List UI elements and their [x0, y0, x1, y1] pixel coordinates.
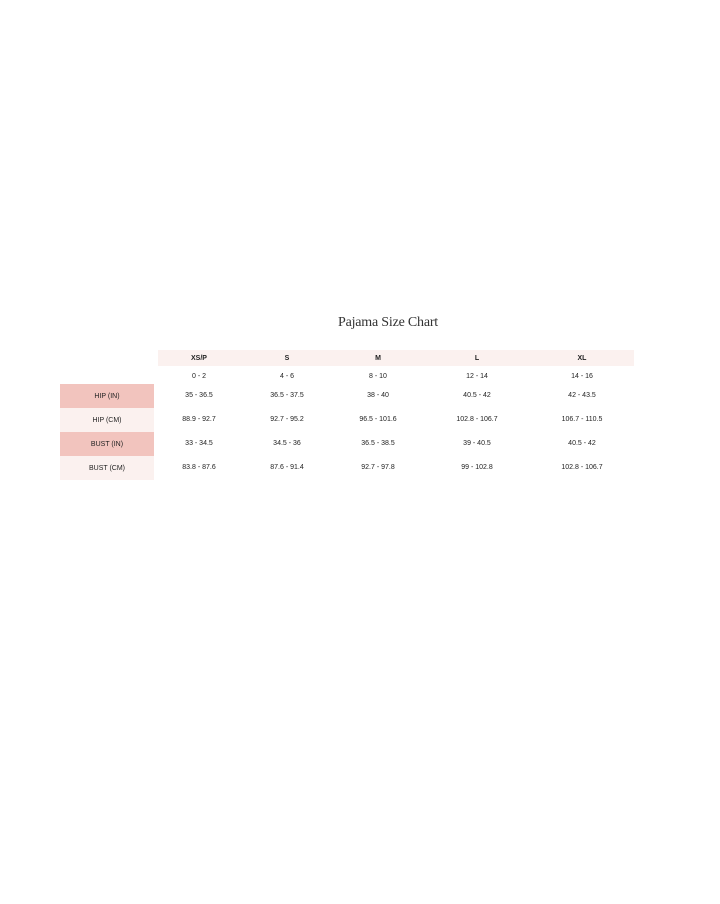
measurement-cell: 36.5 - 38.5 [361, 440, 395, 447]
measurement-cell: 92.7 - 95.2 [270, 416, 304, 423]
numeric-size: 8 - 10 [369, 373, 387, 380]
page-title: Pajama Size Chart [337, 315, 438, 330]
measurement-cell: 92.7 - 97.8 [361, 464, 395, 471]
measurement-cell: 99 - 102.8 [461, 464, 493, 471]
measurement-cell: 40.5 - 42 [463, 392, 491, 399]
size-header: M [375, 355, 381, 362]
measurement-cell: 96.5 - 101.6 [359, 416, 397, 423]
row-label: HIP (IN) [60, 384, 154, 408]
row-label: HIP (CM) [60, 408, 154, 432]
measurement-cell: 106.7 - 110.5 [561, 416, 603, 423]
measurement-cell: 87.6 - 91.4 [270, 464, 304, 471]
numeric-size: 4 - 6 [279, 373, 294, 380]
measurement-cell: 38 - 40 [367, 392, 389, 399]
measurement-cell: 83.8 - 87.6 [182, 464, 216, 471]
numeric-size: 12 - 14 [466, 373, 488, 380]
size-header: L [474, 355, 480, 362]
size-header-row [158, 350, 634, 366]
measurement-cell: 35 - 36.5 [185, 392, 213, 399]
measurement-cell: 34.5 - 36 [273, 440, 301, 447]
measurement-cell: 88.9 - 92.7 [182, 416, 216, 423]
measurement-cell: 102.8 - 106.7 [561, 464, 603, 471]
numeric-size: 0 - 2 [191, 373, 206, 380]
numeric-size: 14 - 16 [571, 373, 593, 380]
measurement-cell: 40.5 - 42 [568, 440, 596, 447]
measurement-cell: 42 - 43.5 [568, 392, 596, 399]
measurement-cell: 36.5 - 37.5 [270, 392, 304, 399]
measurement-cell: 33 - 34.5 [185, 440, 213, 447]
row-label: BUST (CM) [60, 456, 154, 480]
size-header: XL [577, 355, 587, 362]
row-label: BUST (IN) [60, 432, 154, 456]
measurement-cell: 102.8 - 106.7 [456, 416, 498, 423]
measurement-cell: 39 - 40.5 [463, 440, 491, 447]
size-header: S [284, 355, 290, 362]
size-header: XS/P [191, 355, 207, 362]
